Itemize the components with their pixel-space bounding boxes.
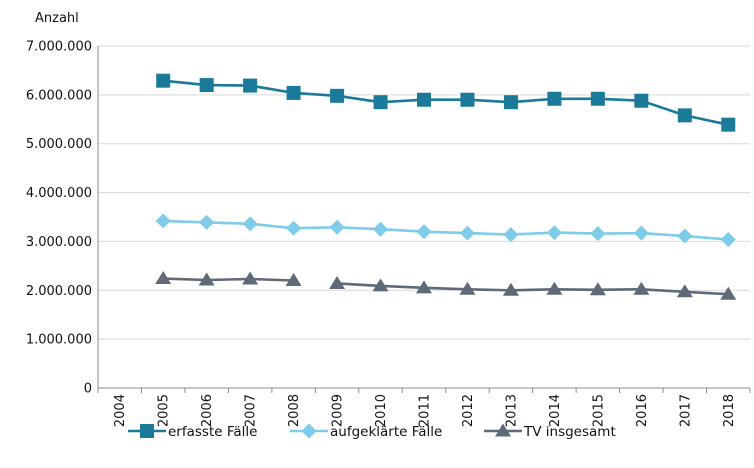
data-point: [459, 281, 476, 295]
data-point: [720, 286, 737, 300]
data-point: [460, 92, 475, 107]
legend-item: TV insgesamt: [484, 423, 616, 440]
series-line: [337, 282, 729, 296]
data-point: [720, 231, 736, 247]
data-point: [589, 282, 606, 296]
data-point: [590, 91, 605, 106]
data-point: [503, 95, 518, 110]
data-point: [373, 95, 388, 110]
x-tick-label: 2004: [113, 394, 128, 427]
legend-label: aufgeklärte Fälle: [330, 424, 442, 440]
series-2: [155, 271, 737, 300]
legend: erfasste Fälle aufgeklärte Fälle TV insges…: [128, 423, 616, 440]
x-tick-label: 2006: [200, 394, 215, 427]
data-point: [373, 221, 389, 237]
data-point: [242, 216, 258, 232]
data-point: [503, 227, 519, 243]
x-tick-label: 2016: [635, 394, 650, 427]
data-point: [286, 220, 302, 236]
data-point: [372, 278, 389, 292]
x-tick-labels: 2004 2005 2006 2007 2008 2009 2010 2011 2012 2013…: [97, 388, 751, 427]
x-tick-label: 2005: [157, 394, 172, 427]
legend-label: TV insgesamt: [523, 424, 616, 440]
data-point: [155, 213, 171, 229]
data-point: [721, 117, 736, 132]
data-point: [502, 282, 519, 296]
y-tick-label: 4.000.000: [26, 186, 92, 201]
y-tick-label: 6.000.000: [26, 88, 92, 103]
data-point: [633, 281, 650, 295]
data-point: [677, 108, 692, 123]
data-point: [633, 225, 649, 241]
x-tick-label: 2011: [418, 394, 433, 427]
data-point: [416, 224, 432, 240]
y-tick-labels: 0 1.000.000 2.000.000 3.000.000 4.000.000 5.0…: [26, 40, 92, 397]
legend-item: aufgeklärte Fälle: [290, 423, 442, 440]
data-point: [459, 225, 475, 241]
y-tick-label: 1.000.000: [26, 333, 92, 348]
series-0: [156, 73, 736, 132]
x-tick-label: 2018: [722, 394, 737, 427]
y-tick-label: 0: [84, 382, 92, 397]
data-point: [634, 93, 649, 108]
x-tick-label: 2013: [504, 394, 519, 427]
y-gridlines: [98, 45, 750, 340]
series-line: [163, 79, 729, 126]
x-tick-label: 2008: [287, 394, 302, 427]
series-1: [155, 213, 736, 247]
series-line: [163, 277, 294, 282]
data-point: [199, 78, 214, 93]
data-point: [330, 88, 345, 103]
x-tick-label: 2015: [591, 394, 606, 427]
x-tick-label: 2012: [461, 394, 476, 427]
data-point: [243, 78, 258, 93]
data-point: [199, 214, 215, 230]
legend-marker: [495, 423, 511, 437]
y-tick-label: 2.000.000: [26, 284, 92, 299]
x-tick-label: 2010: [374, 394, 389, 427]
data-point: [417, 92, 431, 107]
data-point: [590, 226, 606, 242]
legend-marker: [140, 424, 154, 438]
x-tick-label: 2009: [331, 394, 346, 427]
data-point: [198, 272, 215, 286]
data-point: [677, 228, 693, 244]
data-point: [546, 225, 562, 241]
data-point: [676, 284, 693, 298]
legend-marker: [301, 423, 317, 439]
data-point: [416, 280, 432, 294]
y-tick-label: 3.000.000: [26, 235, 92, 250]
data-point: [546, 281, 563, 295]
y-tick-label: 5.000.000: [26, 137, 92, 152]
data-point: [286, 85, 301, 100]
data-point: [329, 219, 345, 235]
data-point: [156, 73, 171, 88]
data-point: [547, 91, 562, 106]
x-tick-label: 2017: [678, 394, 693, 427]
x-tick-label: 2007: [244, 394, 259, 427]
data-point: [155, 271, 172, 285]
y-axis-title: Anzahl: [35, 11, 79, 26]
data-point: [242, 271, 259, 285]
legend-label: erfasste Fälle: [168, 424, 257, 440]
x-tick-label: 2014: [548, 394, 563, 427]
data-point: [329, 275, 346, 289]
y-tick-label: 7.000.000: [26, 40, 92, 55]
legend-item: erfasste Fälle: [128, 424, 257, 440]
data-point: [285, 273, 302, 287]
